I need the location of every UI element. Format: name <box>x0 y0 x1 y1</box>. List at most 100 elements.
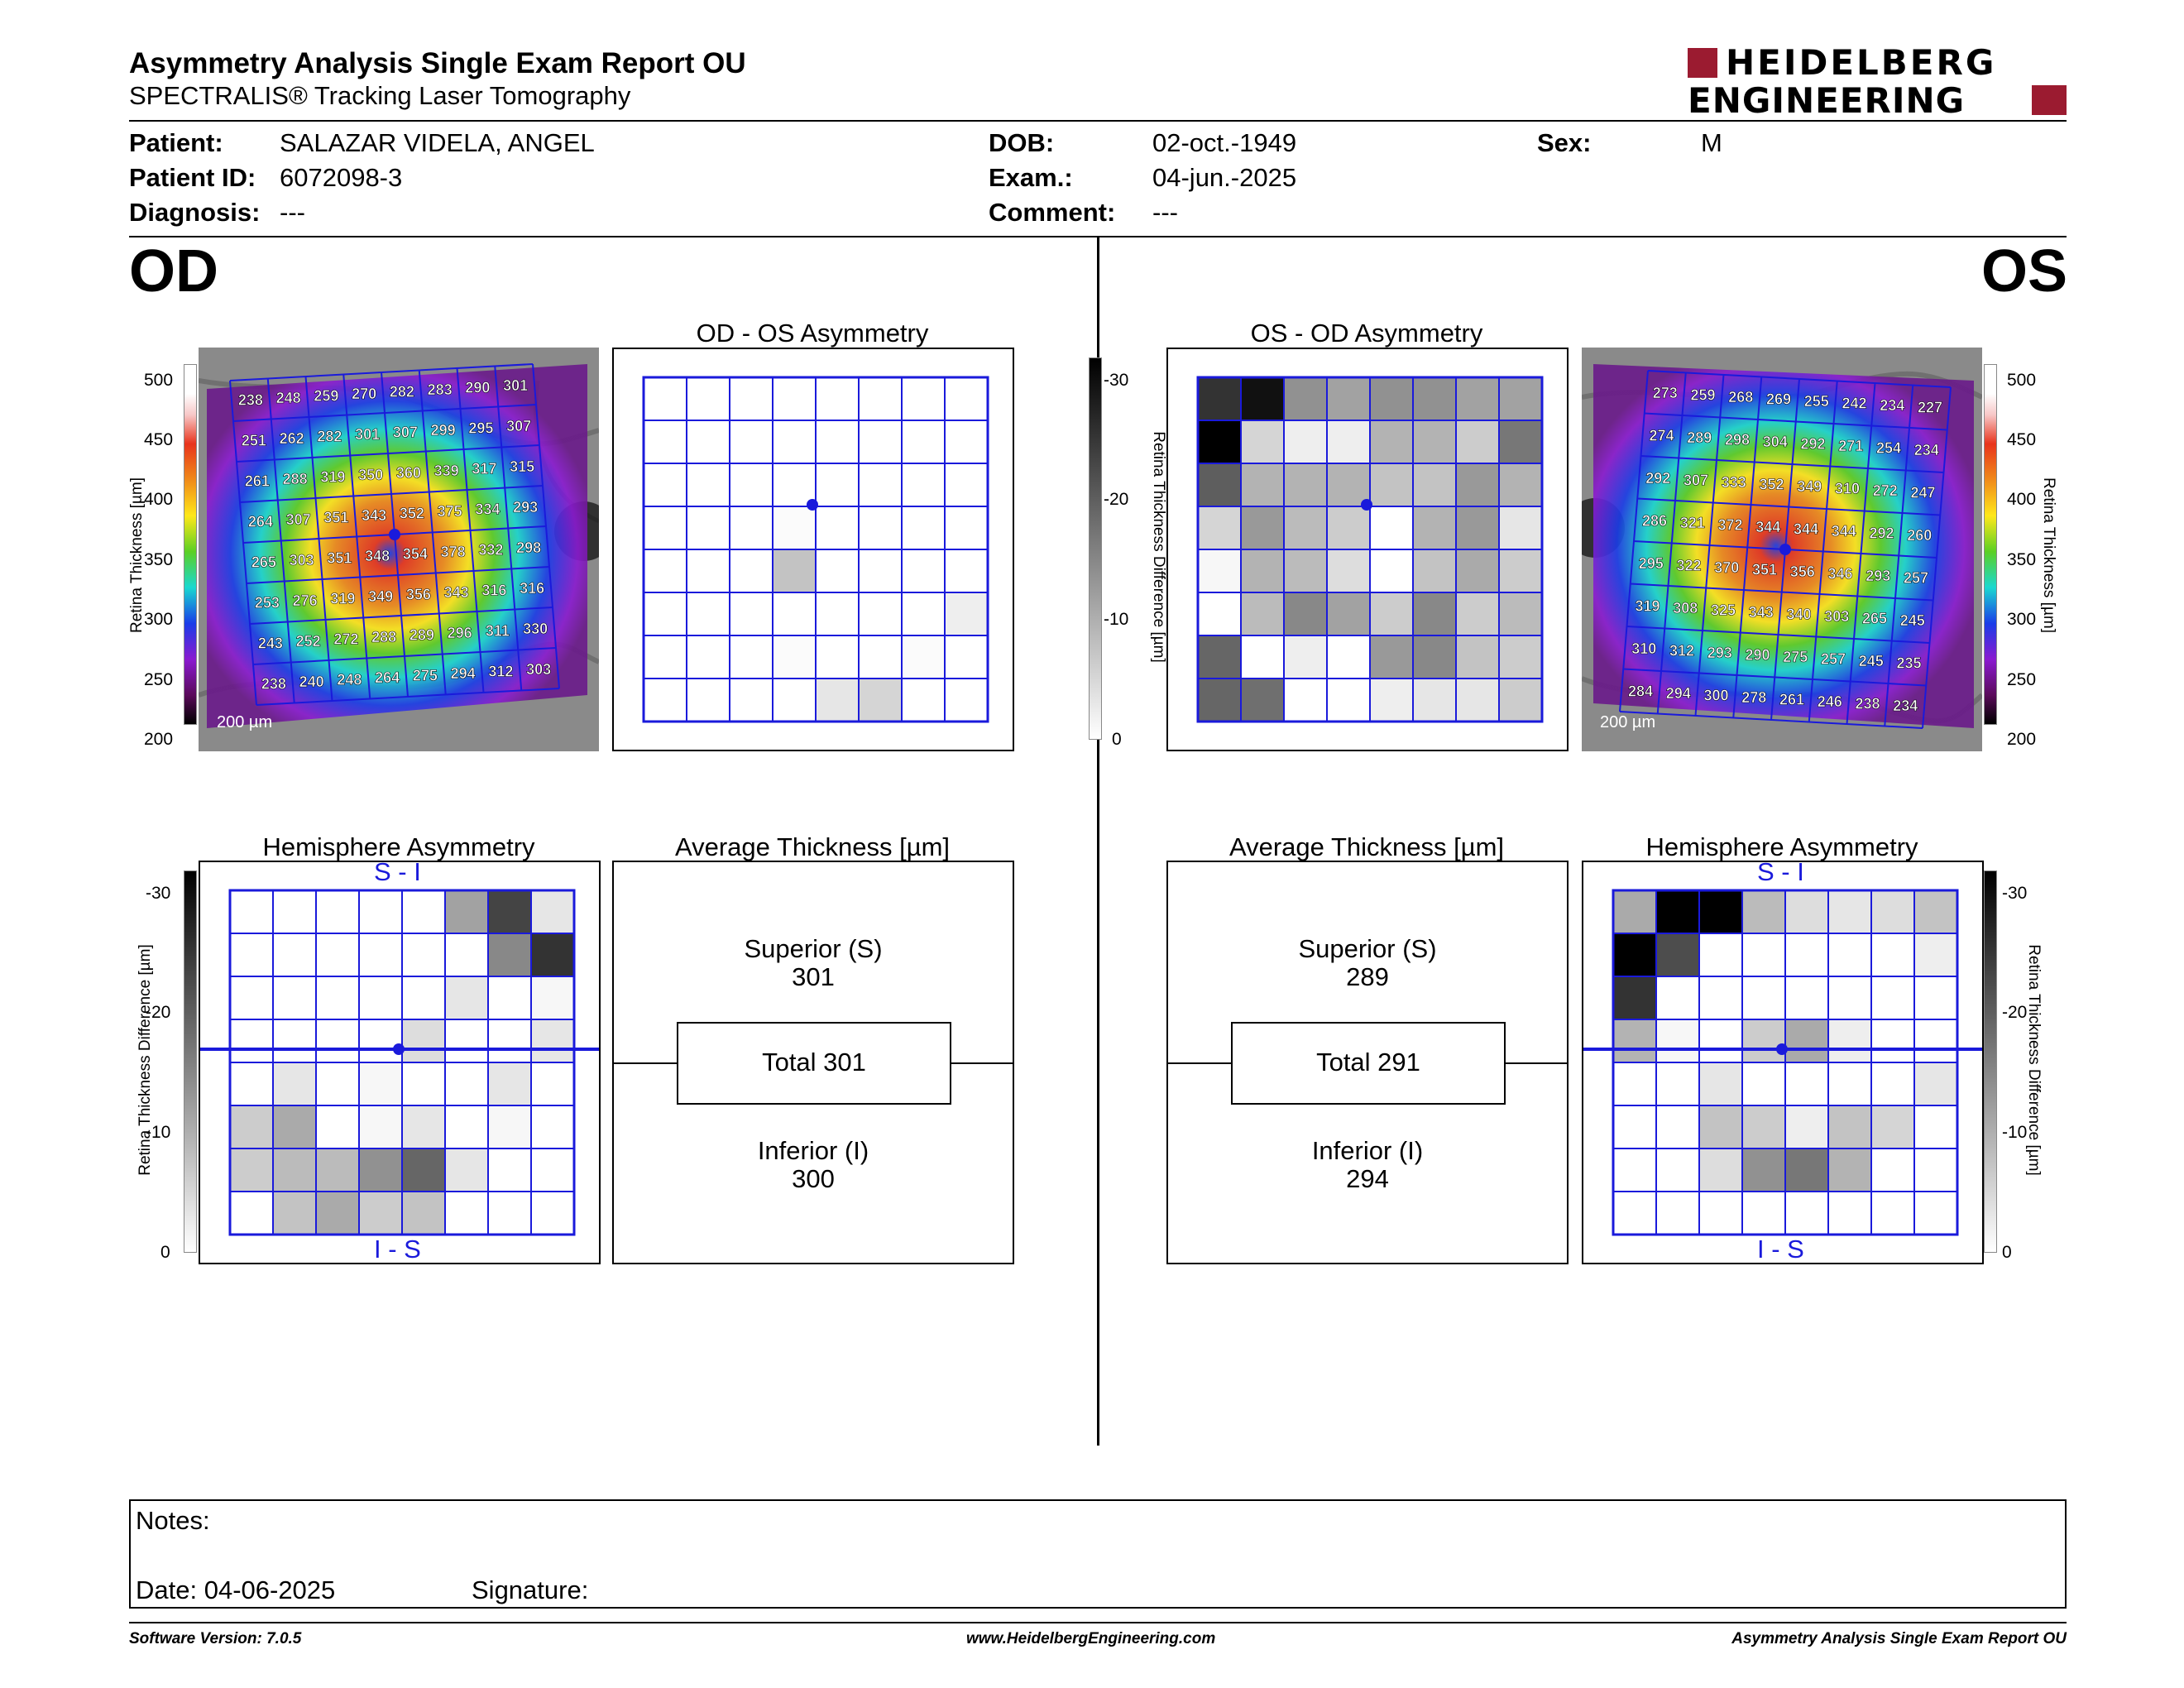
od-hemi-cell <box>401 1191 446 1235</box>
od-superior-value: 301 <box>792 962 835 991</box>
od-thickness-value: 312 <box>488 663 513 679</box>
notes-label: Notes: <box>136 1506 210 1535</box>
os-thickness-value: 259 <box>1690 387 1715 404</box>
os-thickness-value: 238 <box>1855 696 1880 712</box>
od-thickness-value: 354 <box>403 545 428 562</box>
od-thickness-value: 270 <box>352 386 376 402</box>
os-hemi-cell <box>1827 1105 1872 1149</box>
od-hemi-cell <box>487 976 532 1020</box>
os-thickness-value: 356 <box>1790 563 1815 580</box>
os-hemi-cell <box>1784 976 1829 1020</box>
od-asym-cell <box>686 420 730 464</box>
od-thickness-value: 289 <box>410 626 434 643</box>
od-asym-cell <box>901 549 946 593</box>
os-asym-cell <box>1369 463 1414 507</box>
od-asym-cell <box>729 463 774 507</box>
os-asym-cell <box>1197 376 1242 421</box>
od-asym-cell <box>729 420 774 464</box>
center-divider <box>1097 237 1099 1446</box>
od-hemi-cell <box>487 1019 532 1063</box>
os-thickness-value: 245 <box>1900 612 1925 629</box>
diff-colorbar <box>1984 870 1997 1253</box>
os-thickness-grid-line <box>1630 583 1933 602</box>
od-thickness-value: 351 <box>327 549 352 566</box>
os-hemi-cell <box>1784 1105 1829 1149</box>
os-asym-cell <box>1412 635 1457 679</box>
od-avg-title: Average Thickness [µm] <box>674 832 951 861</box>
od-asym-cell <box>901 376 946 421</box>
os-eye-label: OS <box>1981 238 2068 305</box>
os-thickness-value: 344 <box>1755 519 1780 535</box>
os-hemi-cell <box>1741 1062 1786 1106</box>
od-total-box: Total 301 <box>677 1022 951 1105</box>
logo-square-bottom <box>2032 85 2067 115</box>
os-hemi-border <box>1612 889 1959 1236</box>
od-hemi-cell <box>358 1105 403 1149</box>
os-thickness-grid-line <box>1846 382 1876 725</box>
os-hemi-cell <box>1784 1148 1829 1192</box>
os-thickness-value: 234 <box>1880 397 1904 414</box>
os-hemi-cell <box>1698 1019 1743 1063</box>
os-hemi-cell <box>1870 1148 1915 1192</box>
os-thickness-value: 351 <box>1752 562 1777 578</box>
od-asym-fovea-dot <box>807 499 818 511</box>
os-hemi-cell <box>1655 1191 1700 1235</box>
od-asym-title: OD - OS Asymmetry <box>696 319 929 348</box>
od-thickness-value: 311 <box>486 622 510 639</box>
os-asym-cell <box>1455 420 1500 464</box>
os-hemi-cell <box>1612 976 1657 1020</box>
os-hemi-title: Hemisphere Asymmetry <box>1645 832 1918 861</box>
od-asym-cell <box>643 506 687 550</box>
od-asym-cell <box>729 549 774 593</box>
os-thickness-value: 298 <box>1725 432 1750 448</box>
os-thickness-value: 343 <box>1749 604 1774 621</box>
od-thickness-value: 275 <box>413 667 438 683</box>
od-thickness-value: 301 <box>503 377 528 394</box>
od-inferior-label: Inferior (I) <box>757 1136 869 1165</box>
os-hemi-cell <box>1827 933 1872 977</box>
od-thickness-value: 251 <box>242 432 266 448</box>
od-asym-panel <box>612 348 1014 751</box>
od-hemi-cell <box>530 890 575 934</box>
os-asym-cell <box>1498 463 1543 507</box>
os-thickness-value: 254 <box>1876 440 1901 457</box>
od-hemi-cell <box>401 1019 446 1063</box>
od-asym-cell <box>901 463 946 507</box>
os-hemi-cell <box>1827 1062 1872 1106</box>
os-asym-cell <box>1326 678 1371 722</box>
patient-id: 6072098-3 <box>280 163 403 192</box>
od-thickness-value: 238 <box>238 391 263 408</box>
os-thickness-value: 372 <box>1717 517 1742 534</box>
os-superior-label: Superior (S) <box>1298 934 1437 963</box>
od-hemi-cell <box>401 976 446 1020</box>
website-link[interactable]: www.HeidelbergEngineering.com <box>966 1630 1216 1647</box>
os-asym-cell <box>1326 635 1371 679</box>
od-hemi-cell <box>487 1191 532 1235</box>
os-asym-border <box>1196 376 1544 723</box>
os-asym-cell <box>1326 549 1371 593</box>
od-asym-cell <box>686 549 730 593</box>
od-thickness-value: 301 <box>355 426 380 443</box>
os-hemi-cell <box>1612 890 1657 934</box>
od-hemi-cell <box>530 1062 575 1106</box>
os-thickness-value: 235 <box>1896 655 1921 672</box>
dob-label: DOB: <box>989 128 1055 157</box>
od-hemi-cell <box>358 1148 403 1192</box>
od-thickness-value: 262 <box>280 430 304 447</box>
sex-value: M <box>1701 128 1722 157</box>
os-asym-title: OS - OD Asymmetry <box>1250 319 1483 348</box>
os-asym-cell <box>1197 592 1242 636</box>
od-thickness-value: 360 <box>396 464 421 481</box>
os-hemi-top-label: S - I <box>1757 857 1804 886</box>
os-hemi-cell <box>1612 933 1657 977</box>
od-hemi-cell <box>272 1062 317 1106</box>
os-hemi-cell <box>1655 1105 1700 1149</box>
od-thickness-value: 293 <box>513 499 538 516</box>
od-total-value: Total 301 <box>762 1048 866 1077</box>
od-asym-cell <box>815 463 860 507</box>
os-asym-cell <box>1240 678 1285 722</box>
od-hemi-cell <box>229 1191 274 1235</box>
logo-line2: ENGINEERING <box>1688 80 1966 121</box>
od-thickness-value: 299 <box>431 422 456 439</box>
od-asym-cell <box>944 549 989 593</box>
